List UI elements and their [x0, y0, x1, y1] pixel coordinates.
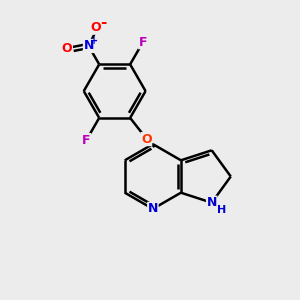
Text: F: F — [139, 36, 147, 49]
Text: O: O — [141, 133, 152, 146]
Text: O: O — [61, 42, 72, 56]
Text: N: N — [206, 196, 217, 209]
Text: O: O — [91, 21, 101, 34]
Text: +: + — [90, 36, 98, 46]
Text: H: H — [217, 205, 226, 215]
Text: -: - — [100, 15, 106, 30]
Text: N: N — [83, 40, 94, 52]
Text: F: F — [82, 134, 91, 147]
Text: N: N — [148, 202, 158, 215]
